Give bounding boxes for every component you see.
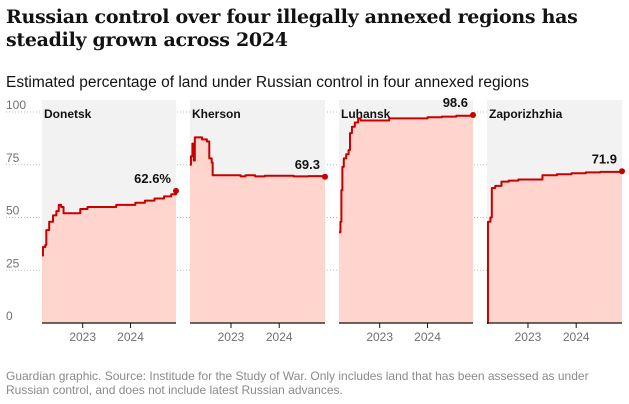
series-line xyxy=(41,190,177,257)
x-tick-label: 2023 xyxy=(69,330,96,344)
chart-title: Russian control over four illegally anne… xyxy=(6,6,578,51)
panel-title: Donetsk xyxy=(44,107,92,121)
panel-title: Kherson xyxy=(192,107,241,121)
area-fill xyxy=(487,171,622,323)
panel-zaporizhzhia: 71.9 Zaporizhzhia 2023 2024 xyxy=(486,100,625,344)
source-footnote: Guardian graphic. Source: Institude for … xyxy=(6,369,589,397)
area-fill xyxy=(190,137,325,323)
x-tick-label: 2024 xyxy=(117,330,144,344)
x-tick-label: 2023 xyxy=(366,330,393,344)
x-tick-label: 2024 xyxy=(414,330,441,344)
panel-kherson: 69.3 Kherson 2023 2024 xyxy=(189,100,328,344)
end-value-label: 62.6% xyxy=(134,171,171,186)
x-tick-label: 2023 xyxy=(218,330,245,344)
area-fill xyxy=(339,114,473,323)
panel-luhansk: 98.6 Luhansk 2023 2024 xyxy=(339,96,476,344)
panel-donetsk: 62.6% Donetsk 2023 2024 xyxy=(41,100,179,344)
panel-title: Luhansk xyxy=(341,107,391,121)
y-tick-label: 75 xyxy=(6,151,20,165)
y-tick-label: 0 xyxy=(6,309,13,323)
series-line xyxy=(486,170,623,324)
x-tick-label: 2024 xyxy=(563,330,590,344)
panel-title: Zaporizhzhia xyxy=(489,107,563,121)
end-point xyxy=(173,187,179,194)
x-tick-label: 2024 xyxy=(266,330,293,344)
chart-subtitle: Estimated percentage of land under Russi… xyxy=(6,74,530,91)
end-point xyxy=(470,111,476,118)
y-tick-label: 50 xyxy=(6,204,20,218)
end-value-label: 98.6 xyxy=(443,96,468,110)
end-value-label: 69.3 xyxy=(295,157,320,172)
y-tick-label: 100 xyxy=(6,98,26,112)
end-value-label: 71.9 xyxy=(592,151,617,166)
series-line xyxy=(339,114,474,234)
series-line xyxy=(189,136,326,178)
y-tick-label: 25 xyxy=(6,256,20,270)
area-fill xyxy=(42,190,176,323)
end-point xyxy=(322,173,328,180)
x-tick-label: 2023 xyxy=(515,330,542,344)
end-point xyxy=(619,168,625,175)
small-multiples-chart: 0 25 50 75 100 62.6% Donetsk 2023 2024 69.3 Kherso… xyxy=(6,96,625,344)
